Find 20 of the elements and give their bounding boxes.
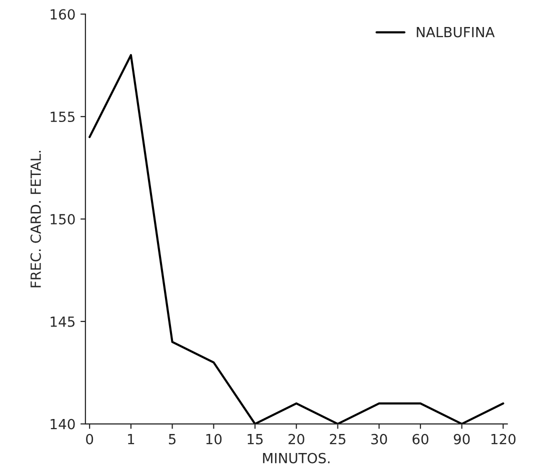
x-tick-label: 25 [330,434,346,444]
y-tick-label: 155 [50,112,75,122]
x-axis-title: MINUTOS. [263,452,330,464]
x-tick-label: 1 [128,434,134,444]
x-tick-label: 90 [454,434,470,444]
x-tick-label: 120 [491,434,516,444]
y-tick-label: 160 [50,9,75,20]
y-axis-title: FREC. CARD. FETAL. [30,150,41,288]
y-tick-label: 140 [50,418,75,430]
x-tick-label: 30 [371,434,387,444]
x-tick-label: 10 [206,434,222,444]
x-tick-label: 5 [168,434,176,444]
y-tick-label: 145 [50,316,75,327]
y-tick-label: 150 [50,214,75,224]
x-tick-label: 60 [412,434,428,444]
x-tick-label: 15 [248,434,263,444]
x-tick-label: 0 [86,434,94,444]
line-series [88,54,504,424]
legend-label: NALBUFINA [416,27,495,38]
x-tick-label: 20 [288,434,304,444]
